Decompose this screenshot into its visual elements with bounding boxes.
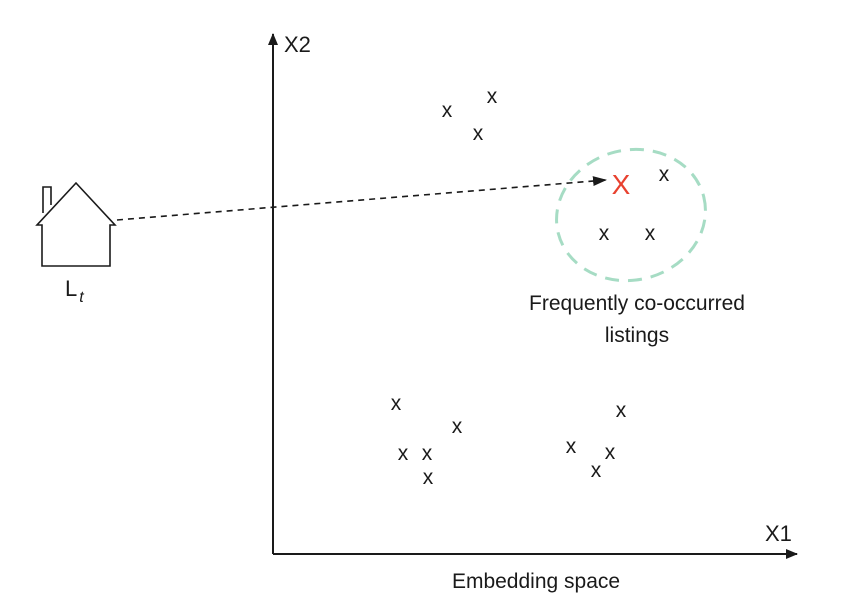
point: x — [422, 442, 433, 465]
embedding-space-caption: Embedding space — [452, 570, 620, 593]
point: x — [645, 222, 656, 245]
point: x — [398, 442, 409, 465]
point: x — [473, 122, 484, 145]
point: x — [452, 415, 463, 438]
point: x — [423, 466, 434, 489]
highlighted-point: X — [612, 169, 631, 200]
point: x — [605, 441, 616, 464]
cluster-ring — [555, 147, 707, 283]
point: x — [391, 392, 402, 415]
mapping-arrow — [116, 176, 607, 221]
listing-label-subscript: t — [79, 289, 84, 306]
y-axis-label: X2 — [284, 32, 311, 57]
cluster-label-line1: Frequently co-occurred — [529, 292, 745, 315]
point: x — [442, 99, 453, 122]
house-icon — [35, 181, 117, 267]
cluster-label-line2: listings — [605, 324, 669, 347]
listing-label-main: L — [65, 276, 77, 301]
point: x — [599, 222, 610, 245]
point: x — [487, 85, 498, 108]
point: x — [659, 163, 670, 186]
point: x — [616, 399, 627, 422]
x-axis-label: X1 — [765, 521, 792, 546]
point: x — [566, 435, 577, 458]
point: x — [591, 459, 602, 482]
